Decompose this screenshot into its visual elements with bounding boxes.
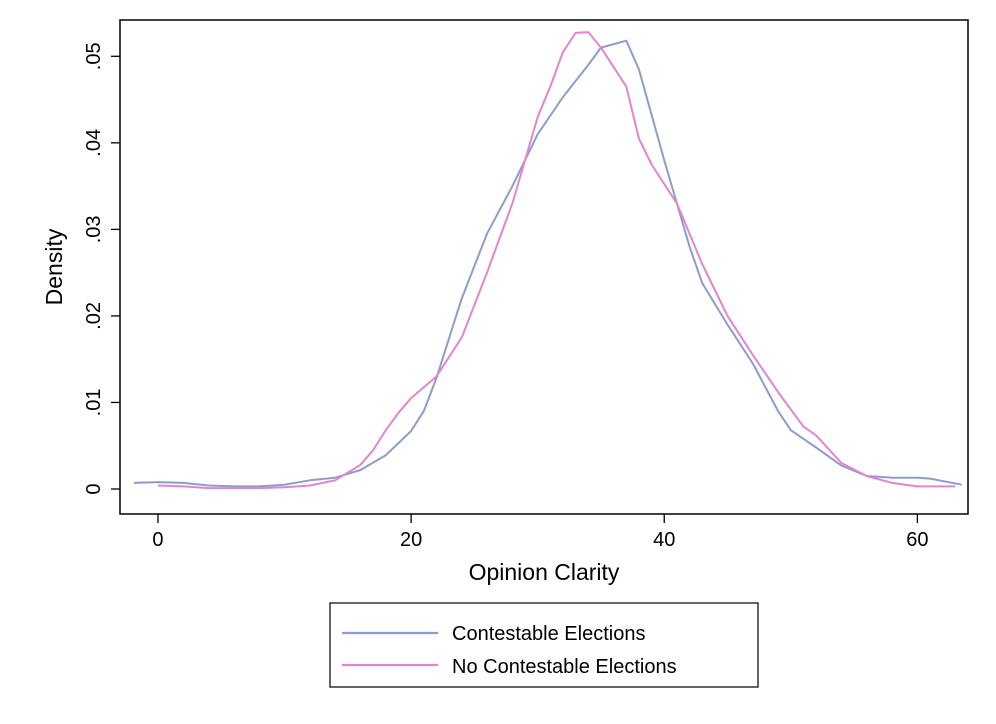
- x-axis-title: Opinion Clarity: [469, 559, 620, 585]
- y-tick-label: 0: [83, 483, 105, 494]
- legend-box: [329, 602, 759, 688]
- legend-label-contestable: Contestable Elections: [452, 623, 645, 645]
- y-tick-label: .04: [83, 129, 105, 157]
- y-tick-label: .02: [83, 302, 105, 330]
- legend: Contestable Elections No Contestable Ele…: [329, 602, 759, 688]
- y-tick-label: .03: [83, 215, 105, 243]
- plot-frame: [119, 19, 969, 515]
- x-axis-ticks: 0 20 40 60: [152, 514, 928, 551]
- x-tick-label: 0: [152, 529, 163, 551]
- series-line-contestable: [133, 39, 962, 488]
- series-lines: [133, 31, 962, 490]
- series-line-no-contestable: [157, 31, 956, 490]
- y-axis-ticks: 0 .01 .02 .03 .04 .05: [83, 42, 120, 495]
- x-tick-label: 40: [653, 529, 675, 551]
- legend-label-no-contestable: No Contestable Elections: [452, 656, 677, 678]
- x-tick-label: 60: [906, 529, 928, 551]
- y-tick-label: .01: [83, 389, 105, 417]
- x-tick-label: 20: [400, 529, 422, 551]
- y-tick-label: .05: [83, 42, 105, 70]
- y-axis-title: Density: [41, 228, 67, 305]
